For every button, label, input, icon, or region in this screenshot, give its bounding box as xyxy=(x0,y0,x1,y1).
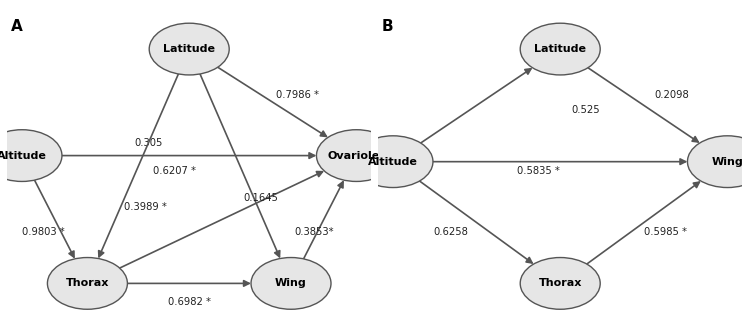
Text: 0.6207 *: 0.6207 * xyxy=(153,166,196,176)
Ellipse shape xyxy=(47,257,128,309)
Ellipse shape xyxy=(149,23,229,75)
Ellipse shape xyxy=(520,23,600,75)
Text: Altitude: Altitude xyxy=(368,157,418,167)
Ellipse shape xyxy=(520,257,600,309)
Text: 0.305: 0.305 xyxy=(134,139,163,148)
Text: 0.6982 *: 0.6982 * xyxy=(168,297,211,307)
Text: Ovarioles: Ovarioles xyxy=(327,151,386,161)
Ellipse shape xyxy=(251,257,331,309)
Text: 0.3853*: 0.3853* xyxy=(295,227,335,237)
Ellipse shape xyxy=(353,136,433,188)
Ellipse shape xyxy=(316,130,396,181)
Text: 0.7986 *: 0.7986 * xyxy=(277,90,320,100)
Text: Wing: Wing xyxy=(275,278,307,288)
Text: 0.3989 *: 0.3989 * xyxy=(124,202,167,212)
Text: 0.6258: 0.6258 xyxy=(433,227,468,237)
Text: 0.5985 *: 0.5985 * xyxy=(644,227,687,237)
Text: A: A xyxy=(11,19,23,34)
Text: B: B xyxy=(382,19,394,34)
Text: 0.9803 *: 0.9803 * xyxy=(22,227,65,237)
Text: Thorax: Thorax xyxy=(539,278,582,288)
Ellipse shape xyxy=(687,136,742,188)
Text: Altitude: Altitude xyxy=(0,151,47,161)
Text: Thorax: Thorax xyxy=(66,278,109,288)
Text: Latitude: Latitude xyxy=(163,44,215,54)
Text: 0.525: 0.525 xyxy=(571,105,600,115)
Text: Wing: Wing xyxy=(712,157,742,167)
Text: 0.5835 *: 0.5835 * xyxy=(516,166,559,176)
Text: 0.1645: 0.1645 xyxy=(243,193,279,203)
Text: Latitude: Latitude xyxy=(534,44,586,54)
Ellipse shape xyxy=(0,130,62,181)
Text: 0.2098: 0.2098 xyxy=(654,90,689,100)
